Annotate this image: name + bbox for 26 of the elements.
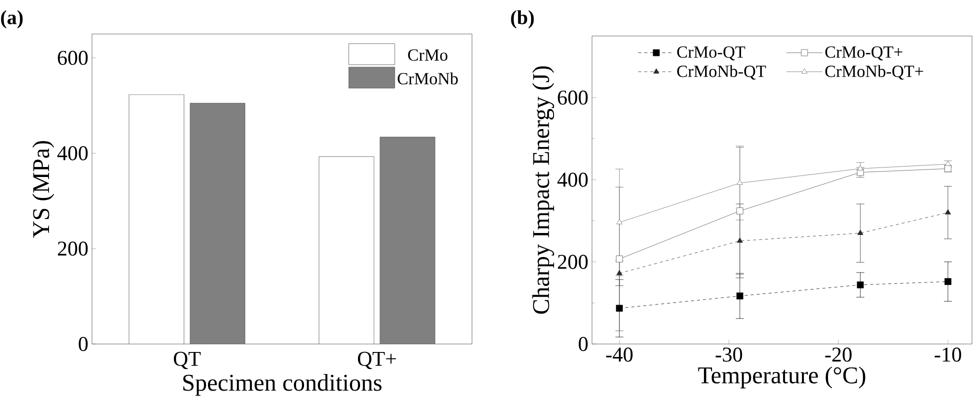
y-tick-label: 600 — [58, 50, 88, 65]
x-tick-label: QT — [174, 352, 201, 370]
x-tick-label: QT+ — [358, 352, 396, 370]
legend-label: CrMo-QT+ — [825, 46, 902, 60]
y-tick-label: 0 — [578, 336, 588, 352]
y-tick-label: 600 — [558, 90, 588, 105]
y-tick-label: 200 — [58, 242, 88, 256]
y-tick-label: 400 — [57, 146, 88, 160]
legend-label: CrMo — [408, 49, 448, 61]
x-tick-label: -40 — [606, 348, 633, 362]
x-axis-title: Specimen conditions — [183, 374, 382, 396]
chart-title: (b) — [511, 10, 534, 28]
y-tick-label: 400 — [557, 172, 588, 187]
y-axis-title: Charpy Impact Energy (J) — [532, 66, 554, 314]
x-axis-title: Temperature (°C) — [698, 366, 866, 388]
x-tick-label: -10 — [934, 348, 962, 362]
legend-label: CrMo-QT — [677, 46, 746, 60]
y-axis-title: YS (MPa) — [32, 141, 54, 238]
y-tick-label: 200 — [558, 254, 588, 269]
x-tick-label: -30 — [716, 348, 742, 362]
chart-title: (a) — [1, 10, 23, 28]
x-tick-label: -20 — [825, 348, 852, 362]
legend-label: CrMoNb-QT+ — [825, 65, 924, 80]
legend-label: CrMoNb-QT — [677, 65, 766, 80]
legend-label: CrMoNb — [398, 72, 458, 84]
y-tick-label: 0 — [78, 336, 88, 352]
